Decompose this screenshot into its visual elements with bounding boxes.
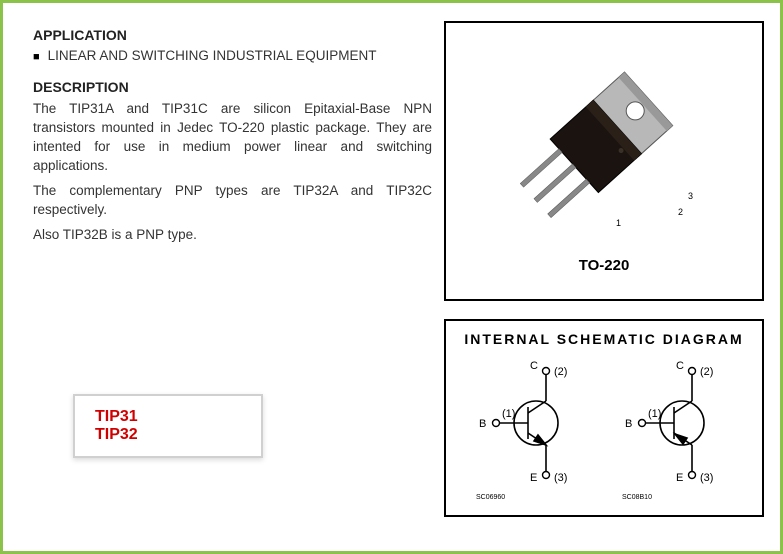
svg-text:E: E xyxy=(530,472,537,484)
pnp-schematic-icon: C (2) B (1) E (3) SC08B10 xyxy=(612,353,742,503)
svg-text:(3): (3) xyxy=(554,472,567,484)
svg-text:SC08B10: SC08B10 xyxy=(622,494,652,501)
schematic-box: INTERNAL SCHEMATIC DIAGRAM xyxy=(444,319,764,517)
svg-text:C: C xyxy=(676,360,684,372)
left-column: APPLICATION ■ LINEAR AND SWITCHING INDUS… xyxy=(33,21,432,539)
tip31-label: TIP31 xyxy=(95,408,241,426)
svg-text:(1): (1) xyxy=(648,408,661,420)
description-p2: The complementary PNP types are TIP32A a… xyxy=(33,181,432,219)
svg-text:(2): (2) xyxy=(700,366,713,378)
svg-text:(2): (2) xyxy=(554,366,567,378)
package-box: 1 2 3 TO-220 xyxy=(444,21,764,301)
svg-text:(1): (1) xyxy=(502,408,515,420)
svg-text:B: B xyxy=(625,418,632,430)
schematic-row: C (2) B (1) E (3) SC06960 xyxy=(458,353,750,503)
tip-model-box: TIP31 TIP32 xyxy=(73,394,263,458)
package-label: TO-220 xyxy=(579,257,630,274)
svg-text:SC06960: SC06960 xyxy=(476,494,505,501)
right-column: 1 2 3 TO-220 INTERNAL SCHEMATIC DIAGRAM xyxy=(444,21,764,539)
description-p3: Also TIP32B is a PNP type. xyxy=(33,225,432,244)
svg-text:E: E xyxy=(676,472,683,484)
svg-text:(3): (3) xyxy=(700,472,713,484)
page-frame: APPLICATION ■ LINEAR AND SWITCHING INDUS… xyxy=(0,0,783,554)
to220-package-icon: 1 2 3 xyxy=(504,49,704,249)
tip32-label: TIP32 xyxy=(95,426,241,444)
svg-text:C: C xyxy=(530,360,538,372)
description-p1: The TIP31A and TIP31C are silicon Epitax… xyxy=(33,99,432,175)
pin-2-label: 2 xyxy=(678,207,683,217)
pin-1-label: 1 xyxy=(616,218,621,228)
pin-3-label: 3 xyxy=(688,191,693,201)
npn-schematic-icon: C (2) B (1) E (3) SC06960 xyxy=(466,353,596,503)
application-text: LINEAR AND SWITCHING INDUSTRIAL EQUIPMEN… xyxy=(48,47,377,65)
schematic-title: INTERNAL SCHEMATIC DIAGRAM xyxy=(458,331,750,347)
application-heading: APPLICATION xyxy=(33,27,432,43)
bullet-icon: ■ xyxy=(33,49,40,65)
svg-text:B: B xyxy=(479,418,486,430)
description-heading: DESCRIPTION xyxy=(33,79,432,95)
application-bullet-row: ■ LINEAR AND SWITCHING INDUSTRIAL EQUIPM… xyxy=(33,47,432,65)
